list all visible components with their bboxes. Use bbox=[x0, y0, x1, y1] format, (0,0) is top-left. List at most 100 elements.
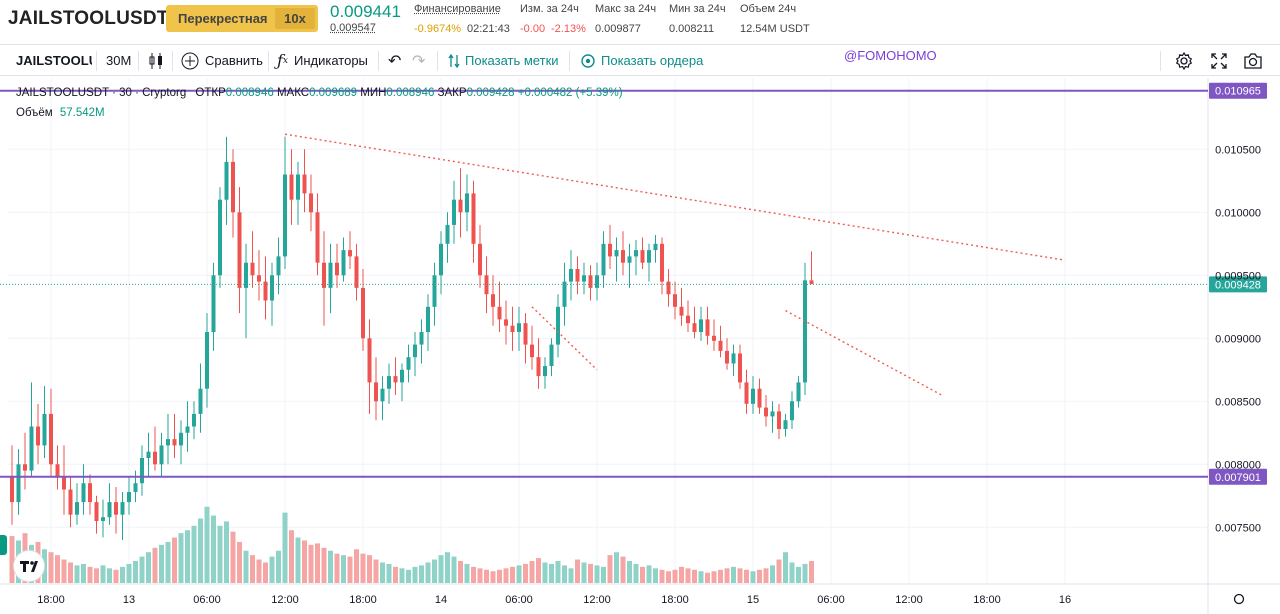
volume-bar bbox=[718, 569, 723, 583]
leverage-button[interactable]: 10x bbox=[275, 8, 315, 29]
margin-mode-button[interactable]: Перекрестная 10x bbox=[166, 5, 318, 32]
volume-bar bbox=[555, 561, 561, 583]
candle-body bbox=[42, 413, 47, 446]
candle-body bbox=[530, 344, 534, 358]
trendline bbox=[531, 306, 598, 371]
time-tick-label: 13 bbox=[123, 594, 135, 606]
volume-bar bbox=[308, 544, 314, 583]
show-marks-button[interactable]: Показать метки bbox=[448, 45, 559, 76]
volume-bar bbox=[705, 572, 710, 583]
candle-body bbox=[595, 275, 599, 288]
toolbar-divider bbox=[172, 51, 173, 71]
candle-body bbox=[328, 262, 333, 288]
gear-icon bbox=[1174, 51, 1194, 71]
level-badge-label: 0.007901 bbox=[1215, 472, 1261, 484]
candle-body bbox=[322, 262, 326, 288]
volume-bar bbox=[133, 561, 138, 583]
candle-body bbox=[809, 280, 814, 285]
price-tick-label: 0.009500 bbox=[1215, 270, 1261, 282]
axis-settings-icon[interactable] bbox=[1233, 593, 1245, 605]
volume-bar bbox=[282, 512, 288, 583]
candle-body bbox=[510, 325, 515, 332]
symbol-search-button[interactable]: JAILSTOOLUS bbox=[16, 53, 92, 68]
candle-body bbox=[309, 193, 313, 213]
volume-bar bbox=[601, 566, 606, 583]
price-tick-label: 0.010500 bbox=[1215, 144, 1261, 156]
compare-button[interactable]: Сравнить bbox=[181, 45, 263, 76]
candle-body bbox=[575, 269, 580, 282]
candle-body bbox=[114, 502, 118, 515]
volume-bar bbox=[757, 569, 762, 583]
panel-toggle-handle[interactable] bbox=[0, 535, 7, 555]
candle-body bbox=[406, 357, 411, 370]
legend-open-label: ОТКР bbox=[195, 87, 226, 99]
legend-close: 0.009428 bbox=[466, 87, 515, 99]
volume-bar bbox=[250, 555, 255, 583]
watermark-text: @FOMOHOMO bbox=[844, 48, 937, 63]
candles-icon bbox=[148, 52, 164, 70]
level-badge bbox=[1209, 82, 1267, 99]
fullscreen-button[interactable] bbox=[1210, 45, 1228, 76]
volume-bar bbox=[367, 555, 372, 583]
redo-button[interactable]: ↷ bbox=[412, 45, 425, 76]
legend-low-label: МИН bbox=[360, 87, 387, 99]
candle-body bbox=[803, 280, 807, 383]
toolbar-divider bbox=[1160, 51, 1161, 71]
candle-body bbox=[354, 256, 359, 288]
volume-bar bbox=[289, 530, 294, 583]
candle-body bbox=[419, 332, 424, 345]
candle-body bbox=[224, 161, 229, 200]
volume-bar bbox=[55, 555, 60, 583]
funding-countdown: 02:21:43 bbox=[467, 23, 510, 35]
candle-body bbox=[270, 275, 274, 301]
candle-body bbox=[237, 212, 242, 288]
volume-bar bbox=[783, 552, 788, 583]
volume-bar bbox=[516, 565, 522, 583]
candle-body bbox=[738, 353, 742, 383]
screenshot-button[interactable] bbox=[1243, 45, 1263, 76]
candle-style-button[interactable] bbox=[148, 45, 164, 76]
interval-button[interactable]: 30М bbox=[106, 53, 132, 68]
volume-bar bbox=[347, 556, 353, 583]
volume-bar bbox=[360, 553, 366, 583]
candle-body bbox=[263, 281, 268, 301]
volume-bar bbox=[113, 569, 119, 583]
candle-body bbox=[289, 174, 294, 200]
undo-button[interactable]: ↶ bbox=[388, 45, 401, 76]
volume-bar bbox=[731, 566, 736, 583]
candle-body bbox=[107, 502, 112, 518]
time-tick-label: 12:00 bbox=[583, 594, 611, 606]
volume-bar bbox=[802, 563, 808, 583]
settings-button[interactable] bbox=[1174, 45, 1194, 76]
time-tick-label: 12:00 bbox=[895, 594, 923, 606]
volume-bar bbox=[165, 541, 171, 583]
legend-high: 0.009689 bbox=[309, 87, 358, 99]
candle-body bbox=[341, 250, 346, 276]
volume-bar bbox=[471, 566, 476, 583]
time-tick-label: 14 bbox=[435, 594, 447, 606]
toolbar-divider bbox=[96, 51, 97, 71]
level-badge bbox=[1209, 468, 1267, 485]
candle-body bbox=[790, 401, 794, 421]
chart-legend: JAILSTOOLUSDT · 30 · Cryptorg ОТКР0.0089… bbox=[16, 87, 623, 99]
symbol-title[interactable]: JAILSTOOLUSDT bbox=[8, 8, 169, 29]
volume-bar bbox=[666, 571, 671, 583]
candle-body bbox=[627, 256, 632, 263]
volume-bar bbox=[484, 569, 489, 583]
eye-icon bbox=[581, 53, 595, 68]
volume-bar bbox=[386, 563, 392, 583]
candle-body bbox=[380, 388, 385, 402]
toolbar-divider bbox=[268, 51, 269, 71]
price-chart[interactable]: 0.010965 0.007901 0.009428 0.007500 0.008000… bbox=[0, 78, 1280, 614]
show-orders-button[interactable]: Показать ордера bbox=[581, 45, 703, 76]
candle-body bbox=[640, 250, 645, 263]
tradingview-logo[interactable] bbox=[14, 551, 44, 581]
price-tick-label: 0.007500 bbox=[1215, 522, 1261, 534]
candle-body bbox=[757, 388, 762, 408]
candle-body bbox=[601, 243, 606, 276]
volume-bar bbox=[237, 541, 242, 583]
volume-bar bbox=[146, 552, 151, 583]
volume-bar bbox=[328, 550, 333, 583]
volume-bar bbox=[607, 555, 613, 583]
